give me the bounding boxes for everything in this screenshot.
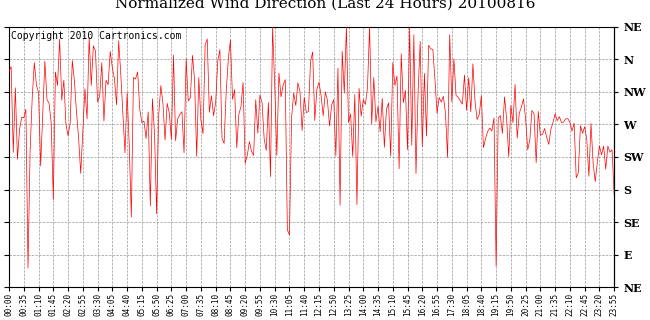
Text: Normalized Wind Direction (Last 24 Hours) 20100816: Normalized Wind Direction (Last 24 Hours… bbox=[115, 0, 535, 11]
Text: Copyright 2010 Cartronics.com: Copyright 2010 Cartronics.com bbox=[12, 31, 182, 41]
